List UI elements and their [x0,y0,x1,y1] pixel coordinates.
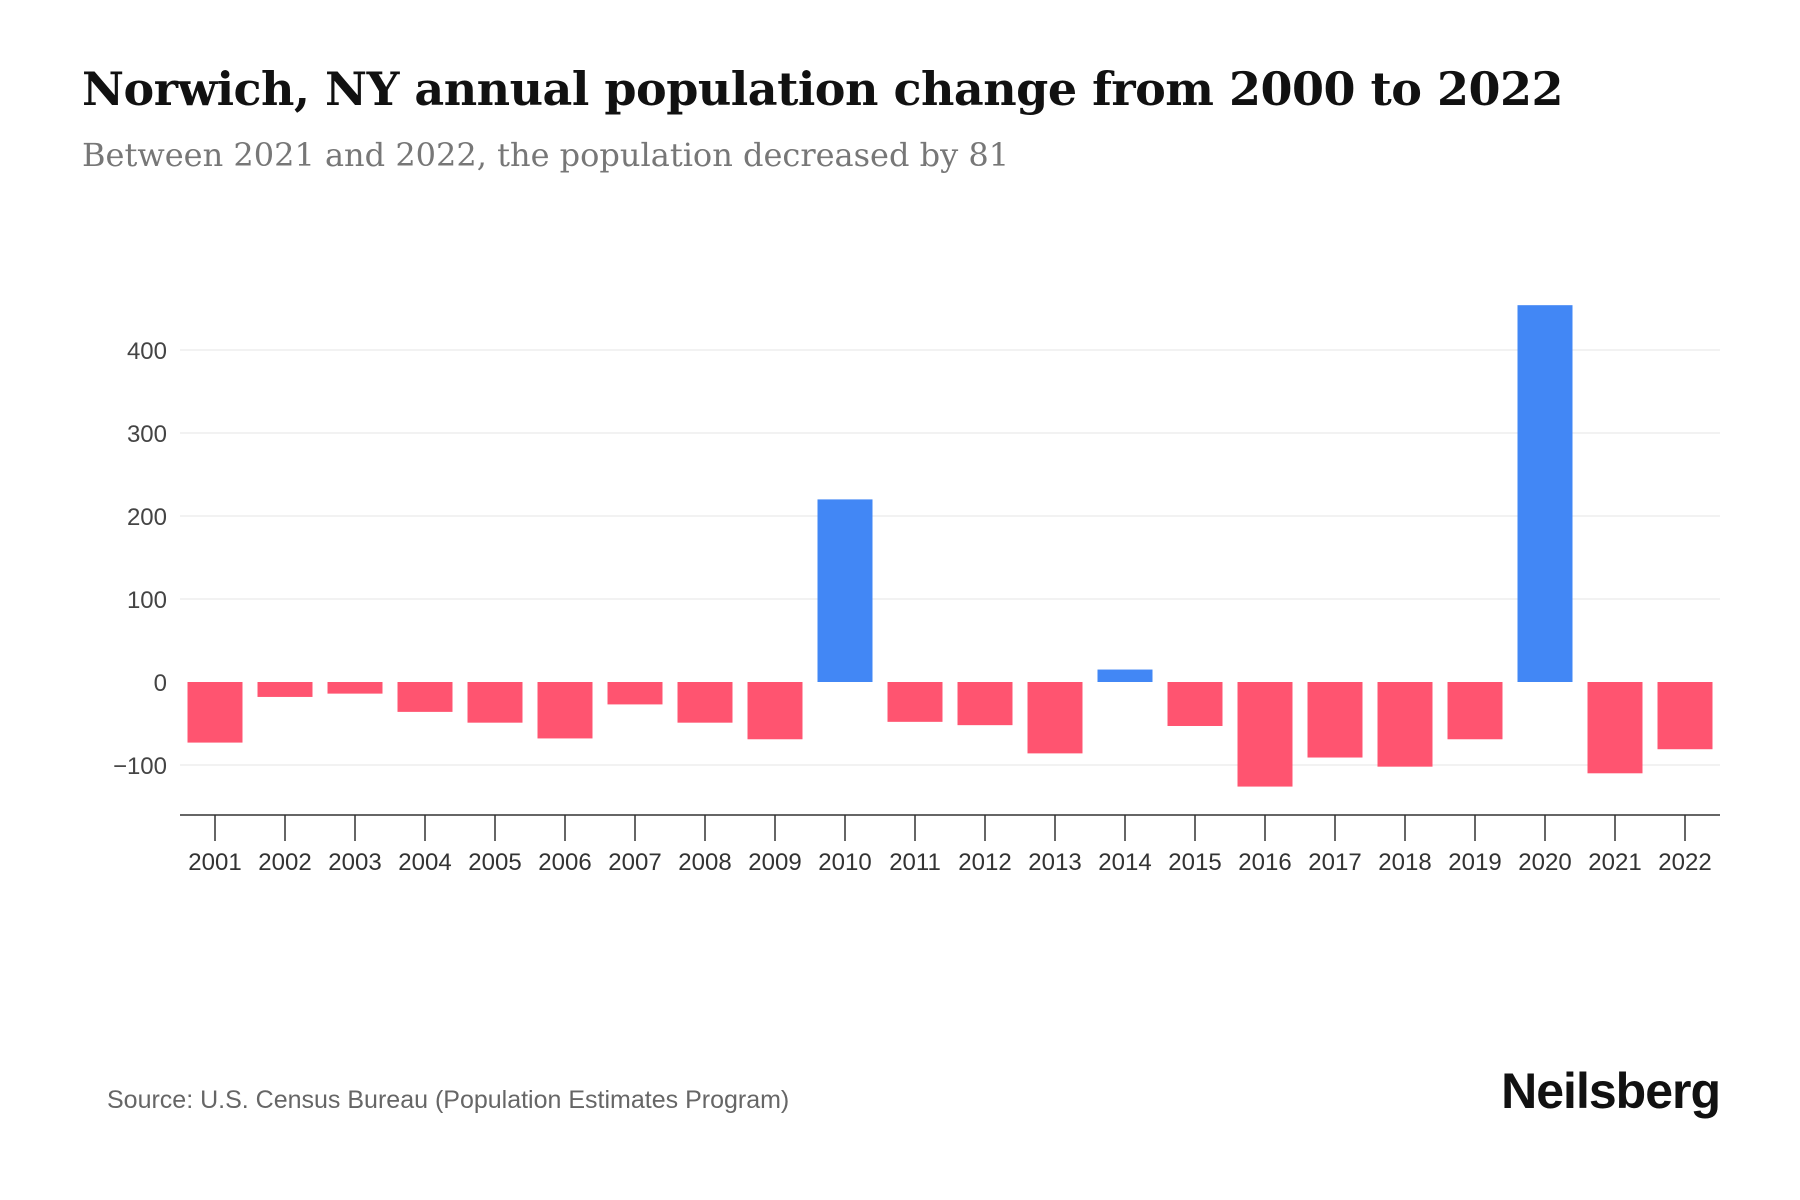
source-note: Source: U.S. Census Bureau (Population E… [107,1086,790,1114]
bar-2012 [957,682,1013,726]
bar-2014 [1097,669,1153,682]
x-tick-label: 2020 [1518,849,1571,876]
neilsberg-logo: Neilsberg [1501,1063,1721,1119]
bar-2001 [187,682,243,743]
chart-title: Norwich, NY annual population change fro… [82,62,1564,116]
bar-2005 [467,682,523,723]
x-tick-label: 2012 [958,849,1011,876]
x-tick-label: 2022 [1658,849,1711,876]
bar-2020 [1517,305,1573,682]
bar-2018 [1377,682,1433,767]
bar-2022 [1657,682,1713,750]
x-tick-label: 2001 [188,849,241,876]
bar-2011 [887,682,943,722]
bar-2009 [747,682,803,740]
x-tick-label: 2003 [328,849,381,876]
x-tick-label: 2011 [889,849,941,876]
x-tick-label: 2010 [818,849,871,876]
y-tick-label: 300 [127,421,167,448]
x-tick-label: 2005 [468,849,521,876]
x-tick-label: 2009 [748,849,801,876]
bar-2006 [537,682,593,739]
bar-2015 [1167,682,1223,726]
bar-2017 [1307,682,1363,758]
bar-2003 [327,682,383,694]
bar-2008 [677,682,733,723]
bar-2002 [257,682,313,697]
x-tick-label: 2017 [1308,849,1361,876]
x-tick-label: 2008 [678,849,731,876]
x-tick-label: 2019 [1448,849,1501,876]
bar-2004 [397,682,453,712]
y-tick-label: 0 [154,670,167,697]
bar-2007 [607,682,663,705]
y-tick-label: 100 [127,587,167,614]
bar-2016 [1237,682,1293,787]
bar-2021 [1587,682,1643,774]
y-tick-label: 200 [127,504,167,531]
x-tick-label: 2015 [1168,849,1221,876]
x-tick-label: 2006 [538,849,591,876]
bar-2010 [817,499,873,682]
bar-2013 [1027,682,1083,754]
bar-2019 [1447,682,1503,740]
x-tick-label: 2013 [1028,849,1081,876]
x-tick-label: 2014 [1098,849,1151,876]
x-tick-label: 2002 [258,849,311,876]
y-tick-label: −100 [113,753,167,780]
y-tick-label: 400 [127,338,167,365]
x-tick-label: 2018 [1378,849,1431,876]
x-tick-label: 2021 [1588,849,1641,876]
x-tick-label: 2016 [1238,849,1291,876]
chart-subtitle: Between 2021 and 2022, the population de… [82,136,1010,174]
x-tick-label: 2007 [608,849,661,876]
x-tick-label: 2004 [398,849,451,876]
